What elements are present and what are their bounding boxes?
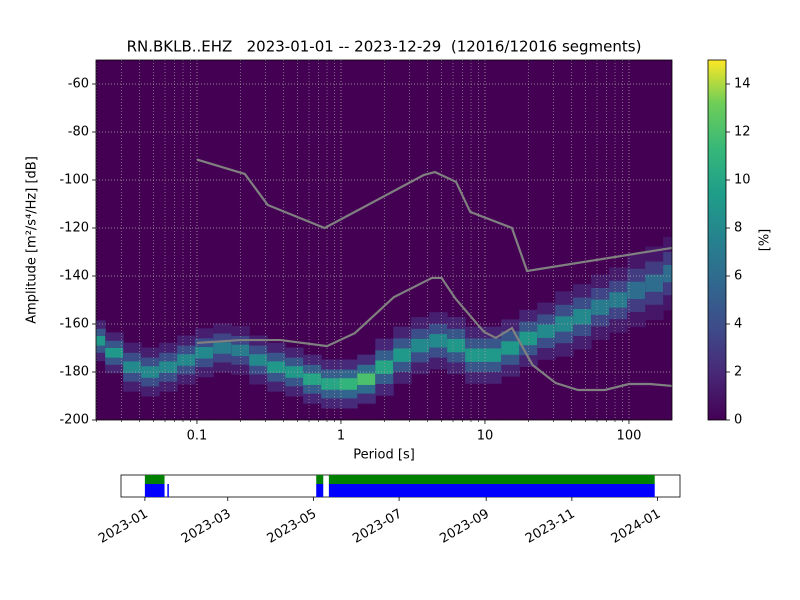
y-tick-label: -180 (59, 365, 89, 380)
density-cell (249, 354, 268, 366)
density-cell (465, 348, 484, 362)
colorbar-tick-label: 0 (734, 413, 742, 428)
x-tick-label: 2023-01 (96, 507, 151, 547)
x-tick-label: 100 (617, 429, 642, 444)
density-cell (663, 264, 672, 283)
density-cell (429, 334, 448, 348)
density-cell (375, 360, 394, 374)
y-tick-label: -100 (59, 173, 89, 188)
colorbar-tick-label: 8 (734, 221, 742, 236)
density-cell (159, 361, 178, 373)
density-cell (123, 361, 142, 373)
noise-model-line (196, 158, 672, 273)
density-cell (303, 373, 322, 385)
coverage-segment (144, 484, 165, 497)
density-cell (267, 361, 286, 373)
density-cell (105, 348, 124, 358)
density-cell (447, 338, 466, 353)
density-cell (627, 281, 646, 300)
density-cell (411, 338, 430, 353)
y-tick-label: -80 (68, 125, 89, 140)
density-cell (357, 373, 376, 385)
density-cell (213, 342, 232, 354)
x-tick-label: 2024-01 (609, 507, 664, 547)
density-cell (501, 341, 520, 355)
noise-model-line (196, 276, 672, 392)
x-tick-label: 2023-11 (523, 507, 578, 547)
colorbar-tick-label: 6 (734, 269, 742, 284)
density-cell (321, 378, 340, 390)
colorbar-tick-label: 12 (734, 125, 751, 140)
y-tick-label: -160 (59, 317, 89, 332)
colorbar-tick-label: 10 (734, 173, 751, 188)
density-cell (231, 344, 250, 357)
x-tick-label: 2023-09 (437, 507, 492, 547)
axes-frame (95, 59, 673, 421)
colorbar-label: [%] (758, 229, 773, 252)
x-tick-label: 10 (477, 429, 494, 444)
density-cell (96, 336, 106, 346)
plot-area (96, 60, 672, 420)
density-cell (339, 378, 358, 390)
y-axis-label: Amplitude [m²/s⁴/Hz] [dB] (25, 156, 40, 324)
density-cell (519, 331, 538, 346)
coverage-segment (316, 484, 324, 497)
x-tick-label: 0.1 (187, 429, 208, 444)
coverage-segment (328, 484, 655, 497)
density-cell (645, 274, 664, 292)
y-tick-label: -60 (68, 77, 89, 92)
density-cell (177, 354, 196, 366)
colorbar-tick-label: 4 (734, 317, 742, 332)
colorbar-tick-label: 2 (734, 365, 742, 380)
chart-title: RN.BKLB..EHZ 2023-01-01 -- 2023-12-29 (1… (127, 38, 642, 56)
y-tick-label: -200 (59, 413, 89, 428)
density-cell (591, 299, 610, 315)
colorbar-tick-label: 14 (734, 77, 751, 92)
coverage-segment (328, 475, 655, 484)
x-tick-label: 1 (337, 429, 345, 444)
y-tick-label: -140 (59, 269, 89, 284)
density-cell (195, 347, 214, 359)
coverage-segment (316, 475, 324, 484)
x-axis-label: Period [s] (353, 448, 415, 463)
x-tick-label: 2023-03 (179, 507, 234, 547)
density-cell (573, 309, 592, 325)
x-tick-label: 2023-05 (265, 507, 320, 547)
density-cell (609, 292, 628, 308)
density-cell (393, 348, 412, 362)
colorbar (707, 59, 727, 421)
coverage-segment (167, 484, 169, 497)
density-cell (537, 324, 556, 338)
y-tick-label: -120 (59, 221, 89, 236)
x-tick-label: 2023-07 (350, 507, 405, 547)
coverage-segment (144, 475, 165, 484)
density-cell (483, 348, 502, 362)
